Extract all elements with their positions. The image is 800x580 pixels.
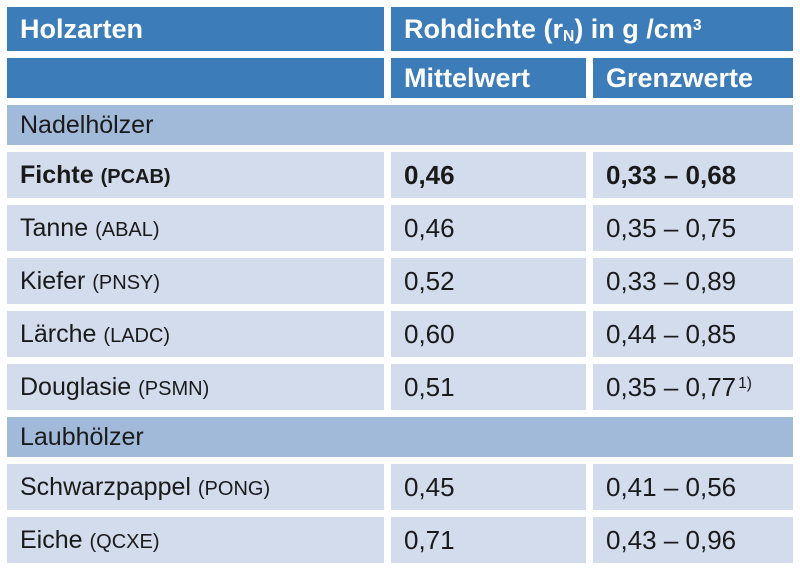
table-row-schwarzpappel: Schwarzpappel (PONG) 0,45 0,41 – 0,56 (7, 464, 794, 510)
mean-value-cell: 0,46 (391, 152, 586, 198)
species-name-cell: Fichte (PCAB) (7, 152, 384, 198)
species-name-cell: Lärche (LADC) (7, 311, 384, 357)
species-name: Douglasie (20, 372, 132, 401)
rohdichte-label-part1: Rohdichte (r (404, 13, 563, 44)
species-name-cell: Douglasie (PSMN) (7, 364, 384, 410)
range-value: 0,35 – 0,77 (606, 371, 737, 402)
subheader-mittelwert: Mittelwert (391, 58, 586, 98)
mean-value-cell: 0,71 (391, 517, 586, 563)
mean-value-cell: 0,60 (391, 311, 586, 357)
table-row-tanne: Tanne (ABAL) 0,46 0,35 – 0,75 (7, 205, 794, 251)
species-name: Schwarzpappel (20, 472, 191, 501)
rohdichte-label-part2: ) in g /cm (574, 13, 693, 44)
range-value-cell: 0,35 – 0,77 1) (593, 364, 794, 410)
species-name-cell: Kiefer (PNSY) (7, 258, 384, 304)
table-row-kiefer: Kiefer (PNSY) 0,52 0,33 – 0,89 (7, 258, 794, 304)
species-name: Tanne (20, 213, 89, 242)
rohdichte-subscript-n: N (563, 28, 575, 46)
species-code: (PCAB) (100, 165, 171, 188)
mean-value-cell: 0,52 (391, 258, 586, 304)
species-code: (LADC) (103, 324, 171, 347)
range-value-cell: 0,35 – 0,75 (593, 205, 794, 251)
range-value-cell: 0,44 – 0,85 (593, 311, 794, 357)
table-row-eiche: Eiche (QCXE) 0,71 0,43 – 0,96 (7, 517, 794, 563)
subheader-grenzwerte: Grenzwerte (593, 58, 794, 98)
species-name: Eiche (20, 525, 83, 554)
section-label: Laubhölzer (7, 417, 794, 457)
species-name: Lärche (20, 319, 97, 348)
species-name-cell: Eiche (QCXE) (7, 517, 384, 563)
table-row-fichte: Fichte (PCAB) 0,46 0,33 – 0,68 (7, 152, 794, 198)
species-name-cell: Schwarzpappel (PONG) (7, 464, 384, 510)
range-value-cell: 0,33 – 0,68 (593, 152, 794, 198)
rohdichte-superscript-3: 3 (692, 17, 702, 35)
section-row-laubhoelzer: Laubhölzer (7, 417, 794, 457)
mean-value-cell: 0,45 (391, 464, 586, 510)
subheader-row: Mittelwert Grenzwerte (7, 58, 794, 98)
mean-value-cell: 0,46 (391, 205, 586, 251)
species-code: (PSMN) (138, 377, 210, 400)
subheader-empty-cell (7, 58, 384, 98)
table-row-douglasie: Douglasie (PSMN) 0,51 0,35 – 0,77 1) (7, 364, 794, 410)
mean-value-cell: 0,51 (391, 364, 586, 410)
footnote-marker: 1) (738, 374, 752, 392)
species-code: (QCXE) (89, 530, 160, 553)
range-value-cell: 0,43 – 0,96 (593, 517, 794, 563)
column-header-holzarten: Holzarten (7, 7, 384, 51)
species-name: Kiefer (20, 266, 86, 295)
species-code: (PNSY) (92, 271, 161, 294)
species-code: (PONG) (197, 477, 271, 500)
species-code: (ABAL) (95, 218, 160, 241)
range-value-cell: 0,41 – 0,56 (593, 464, 794, 510)
section-row-nadelhoelzer: Nadelhölzer (7, 105, 794, 145)
header-row: Holzarten Rohdichte (rN) in g /cm3 (7, 7, 794, 51)
column-header-rohdichte: Rohdichte (rN) in g /cm3 (391, 7, 794, 51)
species-name-cell: Tanne (ABAL) (7, 205, 384, 251)
range-value-cell: 0,33 – 0,89 (593, 258, 794, 304)
table-row-laerche: Lärche (LADC) 0,60 0,44 – 0,85 (7, 311, 794, 357)
species-name: Fichte (20, 160, 94, 189)
section-label: Nadelhölzer (7, 105, 794, 145)
